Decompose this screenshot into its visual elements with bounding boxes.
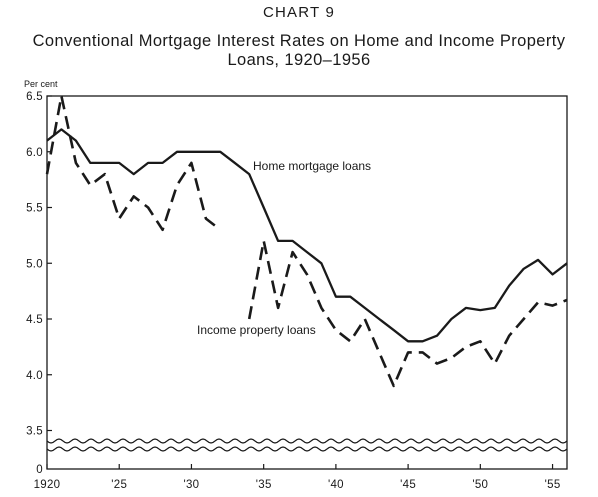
y-axis-label: Per cent bbox=[24, 79, 58, 89]
series-label-income-property-loans: Income property loans bbox=[197, 323, 316, 337]
x-tick-label: '40 bbox=[328, 479, 344, 491]
chart-title-line-2: Loans, 1920–1956 bbox=[227, 51, 371, 69]
x-tick-label: '35 bbox=[256, 479, 272, 491]
series-line-income-property-loans bbox=[45, 94, 568, 388]
x-tick-label: '25 bbox=[111, 479, 127, 491]
axis-break-line bbox=[46, 438, 568, 444]
x-tick-label: 1920 bbox=[34, 479, 61, 491]
series-line-home-mortgage-loans bbox=[46, 128, 568, 343]
y-tick-label: 5.5 bbox=[26, 203, 43, 215]
x-tick-label: '30 bbox=[183, 479, 199, 491]
x-tick-label: '55 bbox=[545, 479, 561, 491]
x-tick-label: '45 bbox=[400, 479, 416, 491]
chart-title-line-1: Conventional Mortgage Interest Rates on … bbox=[32, 32, 566, 50]
y-tick-label: 6.5 bbox=[26, 91, 43, 103]
chart-number: CHART 9 bbox=[262, 4, 336, 21]
y-tick-label: 5.0 bbox=[26, 258, 43, 270]
y-tick-label: 4.0 bbox=[26, 370, 43, 382]
series-label-home-mortgage-loans: Home mortgage loans bbox=[253, 159, 371, 173]
x-tick-label: '50 bbox=[472, 479, 488, 491]
axis-break-line bbox=[46, 446, 568, 452]
y-tick-label: 6.0 bbox=[26, 147, 43, 159]
y-tick-label: 0 bbox=[36, 464, 43, 476]
y-tick-label: 3.5 bbox=[26, 426, 43, 438]
y-tick-label: 4.5 bbox=[26, 314, 43, 326]
plot-frame bbox=[46, 95, 568, 470]
